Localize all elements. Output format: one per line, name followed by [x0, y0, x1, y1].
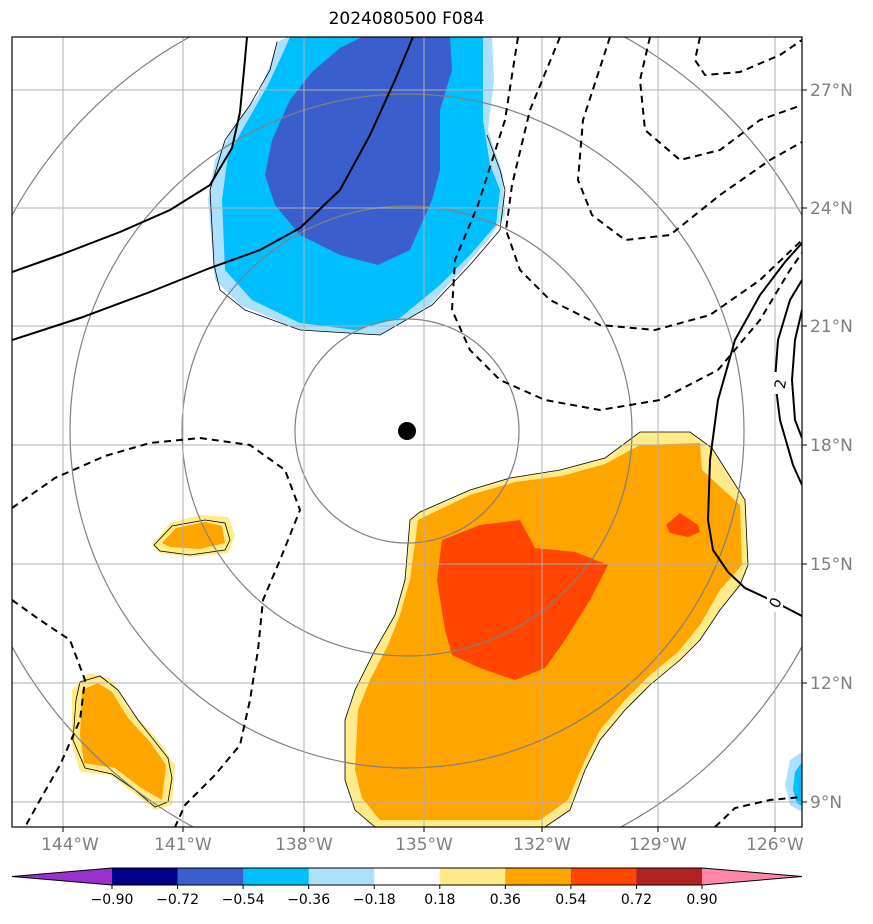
lon-label: 129°W [629, 835, 687, 855]
colorbar-extend-low [12, 868, 112, 885]
contour-label-2: 2 [771, 378, 790, 391]
lon-label: 141°W [154, 835, 212, 855]
colorbar-segment [374, 868, 441, 885]
colorbar-tick-label: 0.36 [490, 892, 521, 908]
lon-label: 138°W [275, 835, 333, 855]
colorbar-segment [505, 868, 572, 885]
colorbar-segment [112, 868, 179, 885]
lat-label: 12°N [810, 674, 853, 694]
colorbar-tick-label: 0.54 [555, 892, 586, 908]
colorbar-extend-high [702, 868, 802, 885]
colorbar-tick-label: −0.72 [156, 892, 199, 908]
colorbar-segment [636, 868, 703, 885]
range-rings [12, 37, 802, 827]
lon-label: 135°W [395, 835, 453, 855]
lat-label: 9°N [810, 793, 842, 813]
positive-anomaly-southwest [72, 673, 175, 810]
colorbar-tick-label: −0.36 [287, 892, 330, 908]
lat-label: 21°N [810, 317, 853, 337]
storm-center-marker [398, 422, 416, 440]
colorbar-tick-label: 0.18 [424, 892, 455, 908]
colorbar-segment [570, 868, 637, 885]
colorbar-segment [439, 868, 506, 885]
lat-label: 27°N [810, 81, 853, 101]
solid-contours [12, 37, 802, 617]
colorbar-segment [243, 868, 310, 885]
positive-anomaly-south [344, 431, 749, 827]
colorbar-segment [177, 868, 244, 885]
lat-label: 24°N [810, 199, 853, 219]
lon-label: 144°W [41, 835, 99, 855]
lat-label: 15°N [810, 555, 853, 575]
colorbar-tick-label: −0.90 [91, 892, 134, 908]
lon-label: 132°W [513, 835, 571, 855]
colorbar-segment [308, 868, 375, 885]
colorbar-tick-label: −0.54 [222, 892, 265, 908]
graticule [12, 37, 802, 827]
map-border [11, 36, 803, 828]
colorbar-tick-label: 0.90 [686, 892, 717, 908]
lon-label: 126°W [746, 835, 804, 855]
lat-label: 18°N [810, 436, 853, 456]
map-title: 2024080500 F084 [328, 9, 485, 29]
tick-marks [62, 89, 807, 832]
dashed-contours [12, 37, 802, 827]
colorbar-tick-label: 0.72 [621, 892, 652, 908]
map-area: 2 0 [12, 37, 802, 827]
longitude-labels: 144°W 141°W 138°W 135°W 132°W 129°W 126°… [41, 835, 804, 855]
latitude-labels: 27°N 24°N 21°N 18°N 15°N 12°N 9°N [810, 81, 853, 813]
colorbar-tick-label: −0.18 [353, 892, 396, 908]
colorbar: −0.90 −0.72 −0.54 −0.36 −0.18 0.18 0.36 0.54 0.7… [11, 867, 803, 908]
negative-anomaly-southeast [785, 752, 802, 812]
